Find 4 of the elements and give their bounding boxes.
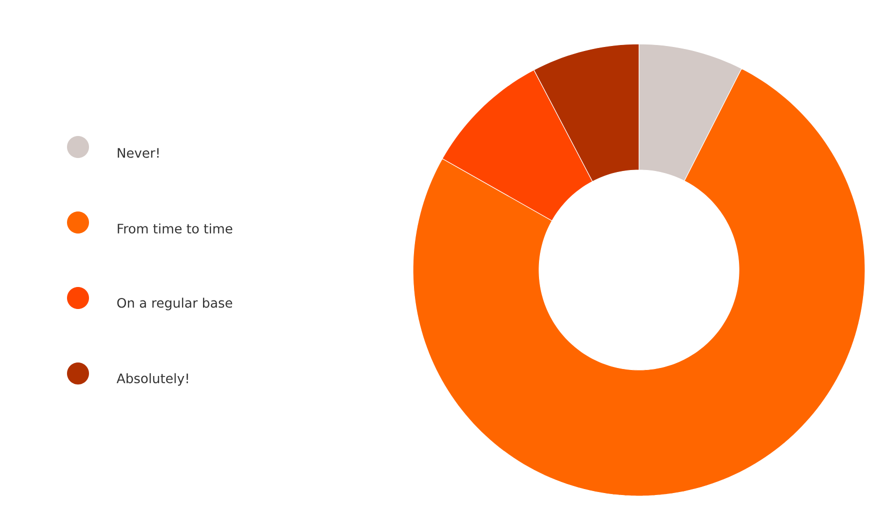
legend-label: On a regular base bbox=[117, 298, 232, 310]
legend-label: From time to time bbox=[118, 223, 232, 234]
legend-label: Never! bbox=[118, 148, 159, 158]
legend-label: Absolutely! bbox=[116, 373, 188, 386]
